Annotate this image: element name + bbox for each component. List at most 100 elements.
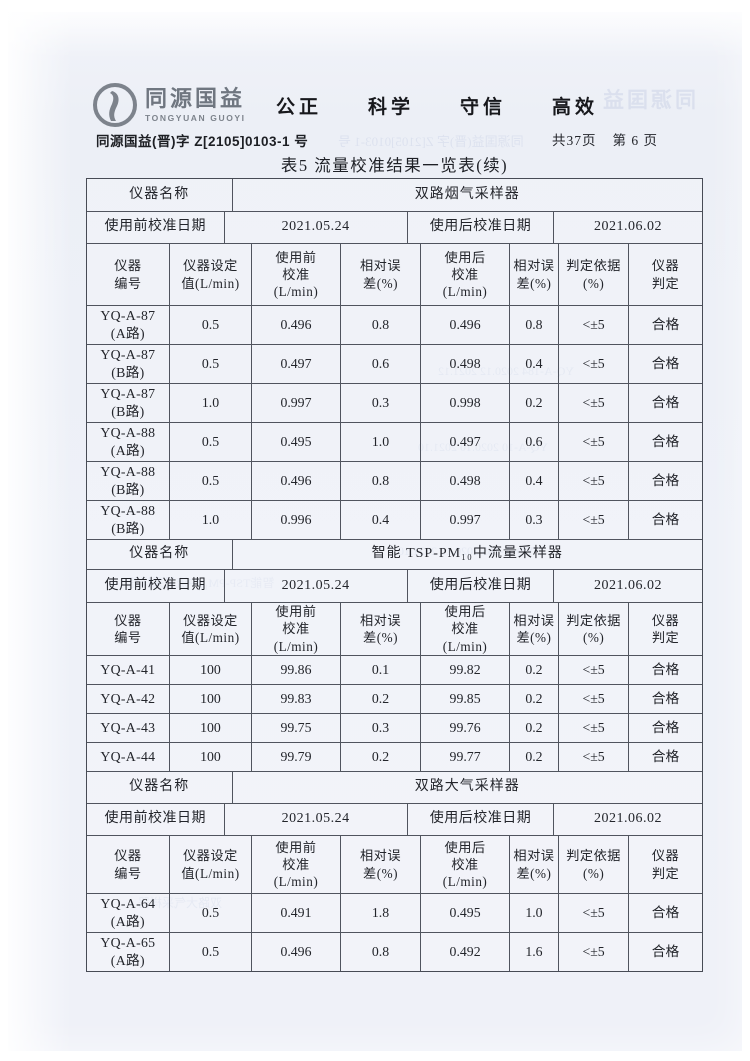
- table-cell: <±5: [558, 933, 628, 971]
- table-cell: <±5: [558, 656, 628, 684]
- table-cell: 0.495: [251, 423, 340, 461]
- column-header: 使用前 校准 (L/min): [251, 836, 340, 893]
- data-row: YQ-A-64 (A路) 0.5 0.491 1.8 0.495 1.0 <±5 合格: [87, 893, 702, 932]
- table-cell: 0.2: [508, 384, 558, 422]
- data-row: YQ-A-44 100 99.79 0.2 99.77 0.2 <±5 合格: [87, 742, 702, 771]
- table-cell: 合格: [628, 345, 702, 383]
- column-header: 使用后 校准 (L/min): [420, 836, 509, 893]
- table-cell: 合格: [628, 501, 702, 539]
- table-cell: 0.5: [168, 933, 251, 971]
- table-cell: 100: [168, 714, 251, 742]
- table-cell: 99.77: [420, 743, 509, 771]
- instrument-id-cell: YQ-A-44: [100, 749, 156, 765]
- data-row: YQ-A-43 100 99.75 0.3 99.76 0.2 <±5 合格: [87, 713, 702, 742]
- table-cell: 99.83: [251, 685, 340, 713]
- table-cell: <±5: [558, 685, 628, 713]
- table-cell: 0.495: [420, 894, 509, 932]
- table-cell: 1.6: [508, 933, 558, 971]
- table-cell: 0.998: [420, 384, 509, 422]
- column-header: 仪器设定 值(L/min): [168, 836, 251, 893]
- post-calibration-date-label: 使用后校准日期: [406, 212, 553, 243]
- table-cell: 1.8: [339, 894, 421, 932]
- column-header: 仪器设定 值(L/min): [168, 603, 251, 655]
- data-row: YQ-A-88 (B路) 1.0 0.996 0.4 0.997 0.3 <±5 合格: [87, 500, 702, 539]
- table-cell: 0.3: [339, 714, 421, 742]
- company-logo: 同源国益 TONGYUAN GUOYI: [92, 82, 246, 128]
- table-cell: 0.8: [339, 933, 421, 971]
- column-header: 使用后 校准 (L/min): [420, 244, 509, 305]
- table-cell: 0.6: [339, 345, 421, 383]
- table-cell: 99.85: [420, 685, 509, 713]
- table-cell: 0.496: [251, 462, 340, 500]
- table-cell: 1.0: [508, 894, 558, 932]
- table-cell: 0.5: [168, 894, 251, 932]
- table-cell: 0.997: [420, 501, 509, 539]
- column-header: 判定依据 (%): [558, 836, 628, 893]
- column-header: 判定依据 (%): [558, 603, 628, 655]
- slogan-word: 科学: [368, 97, 415, 118]
- pre-calibration-date-value: 2021.05.24: [223, 212, 407, 243]
- post-calibration-date-value: 2021.06.02: [553, 804, 702, 835]
- column-header: 仪器 判定: [628, 244, 702, 305]
- table-cell: 100: [168, 743, 251, 771]
- instrument-id-cell: YQ-A-87 (B路): [100, 347, 156, 380]
- pre-calibration-date-label: 使用前校准日期: [104, 219, 206, 235]
- table-cell: <±5: [558, 501, 628, 539]
- calibration-table: 仪器名称 双路烟气采样器 使用前校准日期 2021.05.24 使用后校准日期 2021.…: [86, 178, 703, 972]
- table-cell: 100: [168, 656, 251, 684]
- table-cell: 合格: [628, 933, 702, 971]
- table-cell: 0.491: [251, 894, 340, 932]
- table-cell: 0.996: [251, 501, 340, 539]
- table-cell: 合格: [628, 462, 702, 500]
- instrument-id-cell: YQ-A-88 (B路): [100, 464, 156, 497]
- slogan: 公正 科学 守信 高效: [276, 92, 598, 119]
- page-current: 第 6 页: [612, 133, 658, 148]
- column-header: 相对误 差(%): [508, 836, 558, 893]
- instrument-id-cell: YQ-A-87 (A路): [100, 308, 156, 341]
- table-cell: 0.5: [168, 306, 251, 344]
- table-cell: 0.2: [508, 714, 558, 742]
- column-header: 相对误 差(%): [508, 603, 558, 655]
- table-cell: 合格: [628, 743, 702, 771]
- column-header: 使用后 校准 (L/min): [420, 603, 509, 655]
- date-row: 使用前校准日期 2021.05.24 使用后校准日期 2021.06.02: [87, 211, 702, 243]
- table-cell: 0.1: [339, 656, 421, 684]
- table-cell: 0.498: [420, 345, 509, 383]
- table-cell: <±5: [558, 345, 628, 383]
- table-cell: 0.5: [168, 423, 251, 461]
- table-cell: 合格: [628, 894, 702, 932]
- table-cell: 0.496: [251, 306, 340, 344]
- column-header: 判定依据 (%): [558, 244, 628, 305]
- name-row: 仪器名称 双路烟气采样器: [87, 179, 702, 211]
- table-cell: 合格: [628, 306, 702, 344]
- instrument-name-value: 双路大气采样器: [231, 772, 702, 803]
- table-cell: 0.997: [251, 384, 340, 422]
- instrument-id-cell: YQ-A-87 (B路): [100, 386, 156, 419]
- instrument-id-cell: YQ-A-88 (A路): [100, 425, 156, 458]
- data-row: YQ-A-42 100 99.83 0.2 99.85 0.2 <±5 合格: [87, 684, 702, 713]
- table-cell: 0.3: [339, 384, 421, 422]
- table-cell: <±5: [558, 743, 628, 771]
- table-cell: 0.5: [168, 345, 251, 383]
- column-header: 相对误 差(%): [339, 836, 421, 893]
- head-row: 仪器 编号 仪器设定 值(L/min) 使用前 校准 (L/min) 相对误 差(%)…: [87, 835, 702, 893]
- table-cell: 99.76: [420, 714, 509, 742]
- slogan-word: 公正: [276, 97, 323, 118]
- table-cell: 0.2: [339, 685, 421, 713]
- logo-name-cn: 同源国益: [145, 85, 246, 111]
- table-cell: 0.8: [339, 306, 421, 344]
- pre-calibration-date-value: 2021.05.24: [223, 570, 407, 602]
- instrument-name-label: 仪器名称: [129, 779, 190, 795]
- date-row: 使用前校准日期 2021.05.24 使用后校准日期 2021.06.02: [87, 803, 702, 835]
- table-cell: 0.4: [508, 345, 558, 383]
- table-cell: <±5: [558, 714, 628, 742]
- column-header: 相对误 差(%): [339, 603, 421, 655]
- table-cell: 0.492: [420, 933, 509, 971]
- instrument-name-value: 智能 TSP-PM₁₀中流量采样器: [231, 540, 702, 569]
- table-cell: 0.498: [420, 462, 509, 500]
- column-header: 仪器 判定: [628, 836, 702, 893]
- table-cell: <±5: [558, 462, 628, 500]
- name-row: 仪器名称 双路大气采样器: [87, 771, 702, 803]
- post-calibration-date-value: 2021.06.02: [553, 212, 702, 243]
- post-calibration-date-label: 使用后校准日期: [406, 804, 553, 835]
